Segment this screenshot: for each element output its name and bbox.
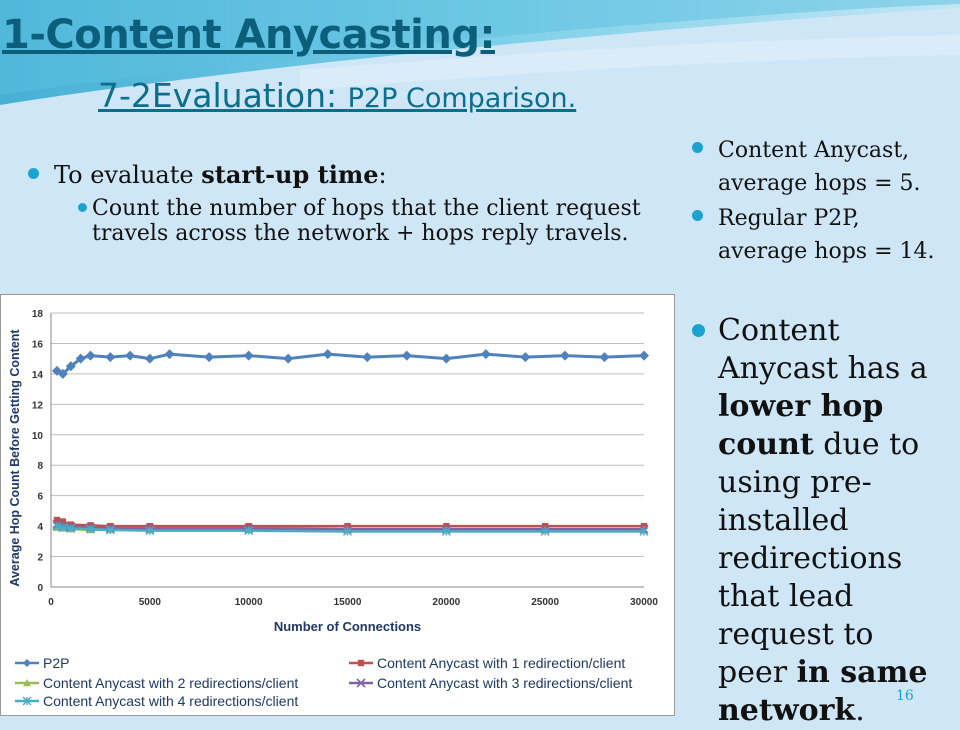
- bullet-icon: [692, 142, 703, 153]
- data-point: [343, 526, 352, 536]
- data-point: [243, 350, 254, 361]
- data-point: [53, 516, 61, 524]
- conclusion-bold-1: lower hop count: [718, 389, 884, 462]
- data-point: [65, 361, 76, 372]
- data-point: [559, 350, 570, 361]
- subtitle-part2: P2P Comparison.: [347, 83, 577, 114]
- y-tick-label: 6: [37, 492, 43, 503]
- y-tick-label: 14: [32, 370, 44, 381]
- bullet-icon: [28, 168, 39, 179]
- data-point: [59, 518, 67, 525]
- sub-bullet-hops: Count the number of hops that the client…: [72, 196, 652, 246]
- data-point: [540, 526, 550, 536]
- bullet-text: To evaluate: [54, 161, 202, 189]
- slide-number: 16: [896, 688, 914, 704]
- data-point: [125, 350, 136, 361]
- bullet-icon: [78, 203, 87, 212]
- series-r4: [52, 521, 649, 536]
- bullet-icon: [692, 324, 705, 337]
- legend-item: P2P: [15, 655, 69, 671]
- legend-label: Content Anycast with 4 redirections/clie…: [43, 693, 298, 709]
- legend-item: Content Anycast with 3 redirections/clie…: [349, 675, 632, 691]
- data-point: [51, 365, 62, 376]
- bullet-icon: [692, 210, 703, 221]
- data-point: [85, 350, 96, 361]
- data-point: [58, 523, 68, 533]
- x-tick-label: 25000: [531, 597, 559, 608]
- y-tick-label: 8: [37, 461, 43, 472]
- data-point: [639, 526, 649, 536]
- data-point: [357, 659, 365, 667]
- data-point: [75, 353, 86, 364]
- legend-item: Content Anycast with 4 redirections/clie…: [15, 693, 298, 709]
- data-point: [144, 353, 155, 364]
- data-point: [145, 526, 155, 536]
- data-point: [164, 349, 175, 360]
- bullet-anycast-hops: Content Anycast, average hops = 5.: [690, 134, 940, 200]
- data-point: [520, 352, 531, 363]
- data-point: [204, 352, 215, 363]
- subtitle-part1: 7-2Evaluation:: [98, 76, 348, 115]
- y-tick-label: 12: [32, 400, 44, 411]
- conclusion-text: Content Anycast has a: [718, 313, 928, 386]
- bullet-suffix: :: [378, 161, 387, 189]
- bullet-conclusion: Content Anycast has a lower hop count du…: [690, 312, 952, 730]
- y-axis-label: Average Hop Count Before Getting Content: [8, 329, 22, 587]
- conclusion-text-end: .: [855, 693, 865, 728]
- bullet-startup-time: To evaluate start-up time:: [28, 160, 668, 189]
- legend-label: P2P: [43, 655, 69, 671]
- legend-label: Content Anycast with 2 redirections/clie…: [43, 675, 298, 691]
- data-point: [322, 349, 333, 360]
- y-tick-label: 10: [32, 431, 44, 442]
- x-tick-label: 30000: [630, 597, 658, 608]
- slide-title: 1-Content Anycasting:: [2, 12, 495, 58]
- data-point: [283, 353, 294, 364]
- bullet-text: Regular P2P, average hops = 14.: [718, 206, 935, 264]
- hop-count-chart: 0 2 4 6 8 10 12 14 16 18 0 5000 10000 15000 20000 25000…: [0, 294, 675, 716]
- chart-svg: 0 2 4 6 8 10 12 14 16 18 0 5000 10000 15000 20000 25000…: [8, 309, 658, 709]
- sub-bullet-text: Count the number of hops that the client…: [92, 196, 641, 246]
- y-tick-label: 18: [32, 309, 44, 320]
- series-p2p: [51, 349, 649, 379]
- legend-label: Content Anycast with 1 redirection/clien…: [377, 655, 625, 671]
- data-point: [441, 353, 452, 364]
- x-tick-label: 15000: [334, 597, 362, 608]
- conclusion-text-mid: due to using pre-installed redirections …: [718, 427, 920, 690]
- legend-item: Content Anycast with 2 redirections/clie…: [15, 675, 298, 691]
- data-point: [105, 525, 115, 535]
- data-point: [639, 350, 649, 361]
- data-point: [244, 526, 254, 536]
- x-tick-label: 0: [48, 597, 54, 608]
- data-point: [401, 350, 412, 361]
- x-tick-label: 5000: [139, 597, 162, 608]
- bullet-bold-text: start-up time: [201, 160, 379, 189]
- data-point: [599, 352, 610, 363]
- y-tick-label: 2: [37, 553, 43, 564]
- data-point: [23, 679, 31, 687]
- data-point: [86, 524, 96, 534]
- y-tick-label: 16: [32, 339, 44, 350]
- data-point: [480, 349, 491, 360]
- data-point: [57, 368, 68, 379]
- x-tick-label: 10000: [235, 597, 263, 608]
- data-point: [66, 523, 76, 533]
- bullet-p2p-hops: Regular P2P, average hops = 14.: [690, 202, 940, 268]
- legend-label: Content Anycast with 3 redirections/clie…: [377, 675, 632, 691]
- data-point: [105, 352, 116, 363]
- x-tick-label: 20000: [432, 597, 460, 608]
- data-point: [362, 352, 373, 363]
- y-tick-label: 0: [37, 583, 43, 594]
- series-line: [56, 352, 645, 376]
- legend-item: Content Anycast with 1 redirection/clien…: [349, 655, 625, 671]
- data-point: [22, 696, 32, 706]
- data-point: [356, 678, 366, 688]
- y-tick-label: 4: [37, 522, 43, 533]
- data-point: [23, 659, 31, 667]
- x-axis-label: Number of Connections: [274, 619, 421, 634]
- data-point: [441, 526, 451, 536]
- slide-subtitle: 7-2Evaluation: P2P Comparison.: [98, 76, 576, 115]
- bullet-text: Content Anycast, average hops = 5.: [718, 138, 921, 196]
